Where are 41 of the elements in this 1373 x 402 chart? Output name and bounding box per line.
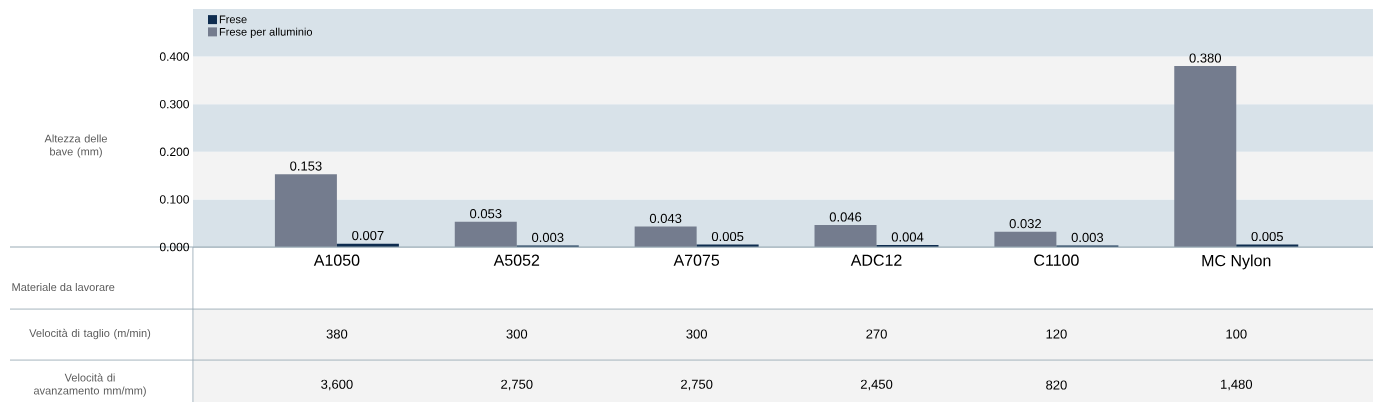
text: 820 — [1046, 380, 1067, 390]
text: 2,750 — [681, 379, 713, 391]
legend-label: Frese — [219, 15, 247, 24]
x-tick-label: A7075 — [673, 254, 720, 266]
y-tick-label: 0.300 — [159, 99, 190, 109]
y-tick-label: 0.000 — [159, 242, 190, 252]
text: Materiale da lavorare — [12, 282, 115, 292]
text: 3,600 — [321, 379, 353, 391]
data-label: 0.046 — [829, 212, 862, 222]
data-label: 0.004 — [891, 232, 924, 242]
text: 300 — [506, 329, 528, 339]
y-axis-title: Altezza delle bave (mm) — [44, 134, 107, 158]
data-label: 0.003 — [532, 232, 564, 243]
data-label: 0.005 — [711, 231, 744, 242]
text: 300 — [686, 329, 708, 339]
y-tick-label: 0.100 — [159, 195, 190, 204]
data-label: 0.053 — [470, 209, 502, 219]
text: Velocità di taglio (m/min) — [29, 328, 151, 340]
text: 100 — [1226, 329, 1247, 339]
x-tick-label: A5052 — [493, 254, 540, 266]
text: 380 — [326, 329, 348, 339]
data-label: 0.007 — [352, 230, 384, 241]
x-tick-label: ADC12 — [850, 254, 902, 266]
data-label: 0.003 — [1071, 232, 1104, 243]
y-tick-label: 0.200 — [159, 147, 190, 157]
x-tick-label: C1100 — [1034, 254, 1079, 266]
x-tick-label: A1050 — [313, 254, 360, 266]
text: 1,480 — [1221, 379, 1253, 391]
text: 2,450 — [860, 379, 893, 391]
y-tick-label: 0.400 — [159, 52, 190, 61]
text: 2,750 — [501, 379, 533, 391]
legend-label: Frese per alluminio — [219, 27, 313, 38]
text: Velocità di avanzamento mm/mm) — [33, 373, 146, 397]
x-tick-label: MC Nylon — [1202, 254, 1271, 270]
text: 270 — [866, 329, 887, 339]
data-label: 0.043 — [649, 213, 682, 223]
data-label: 0.005 — [1251, 231, 1283, 242]
data-label: 0.153 — [290, 161, 322, 171]
text: 120 — [1046, 329, 1067, 339]
data-label: 0.380 — [1189, 53, 1222, 63]
data-label: 0.032 — [1009, 219, 1041, 229]
